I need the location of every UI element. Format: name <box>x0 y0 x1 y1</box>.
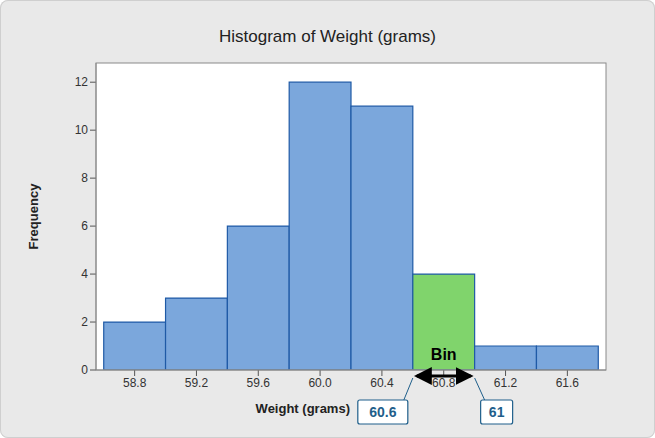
svg-text:8: 8 <box>81 171 88 185</box>
svg-text:61.2: 61.2 <box>494 376 518 390</box>
svg-text:61: 61 <box>489 404 505 420</box>
svg-text:61.6: 61.6 <box>556 376 580 390</box>
svg-text:4: 4 <box>81 267 88 281</box>
svg-text:59.6: 59.6 <box>247 376 271 390</box>
svg-text:Weight (grams): Weight (grams) <box>256 401 350 416</box>
svg-text:60.6: 60.6 <box>369 404 396 420</box>
svg-text:Histogram of Weight (grams): Histogram of Weight (grams) <box>219 27 436 46</box>
svg-text:2: 2 <box>81 315 88 329</box>
svg-text:60.0: 60.0 <box>308 376 332 390</box>
svg-text:0: 0 <box>81 363 88 377</box>
svg-text:59.2: 59.2 <box>185 376 209 390</box>
svg-text:Frequency: Frequency <box>26 183 41 250</box>
svg-text:60.8: 60.8 <box>432 376 456 390</box>
svg-text:60.4: 60.4 <box>370 376 394 390</box>
svg-text:12: 12 <box>75 75 89 89</box>
svg-text:Bin: Bin <box>431 346 457 363</box>
svg-text:6: 6 <box>81 219 88 233</box>
svg-text:58.8: 58.8 <box>123 376 147 390</box>
svg-text:10: 10 <box>75 123 89 137</box>
